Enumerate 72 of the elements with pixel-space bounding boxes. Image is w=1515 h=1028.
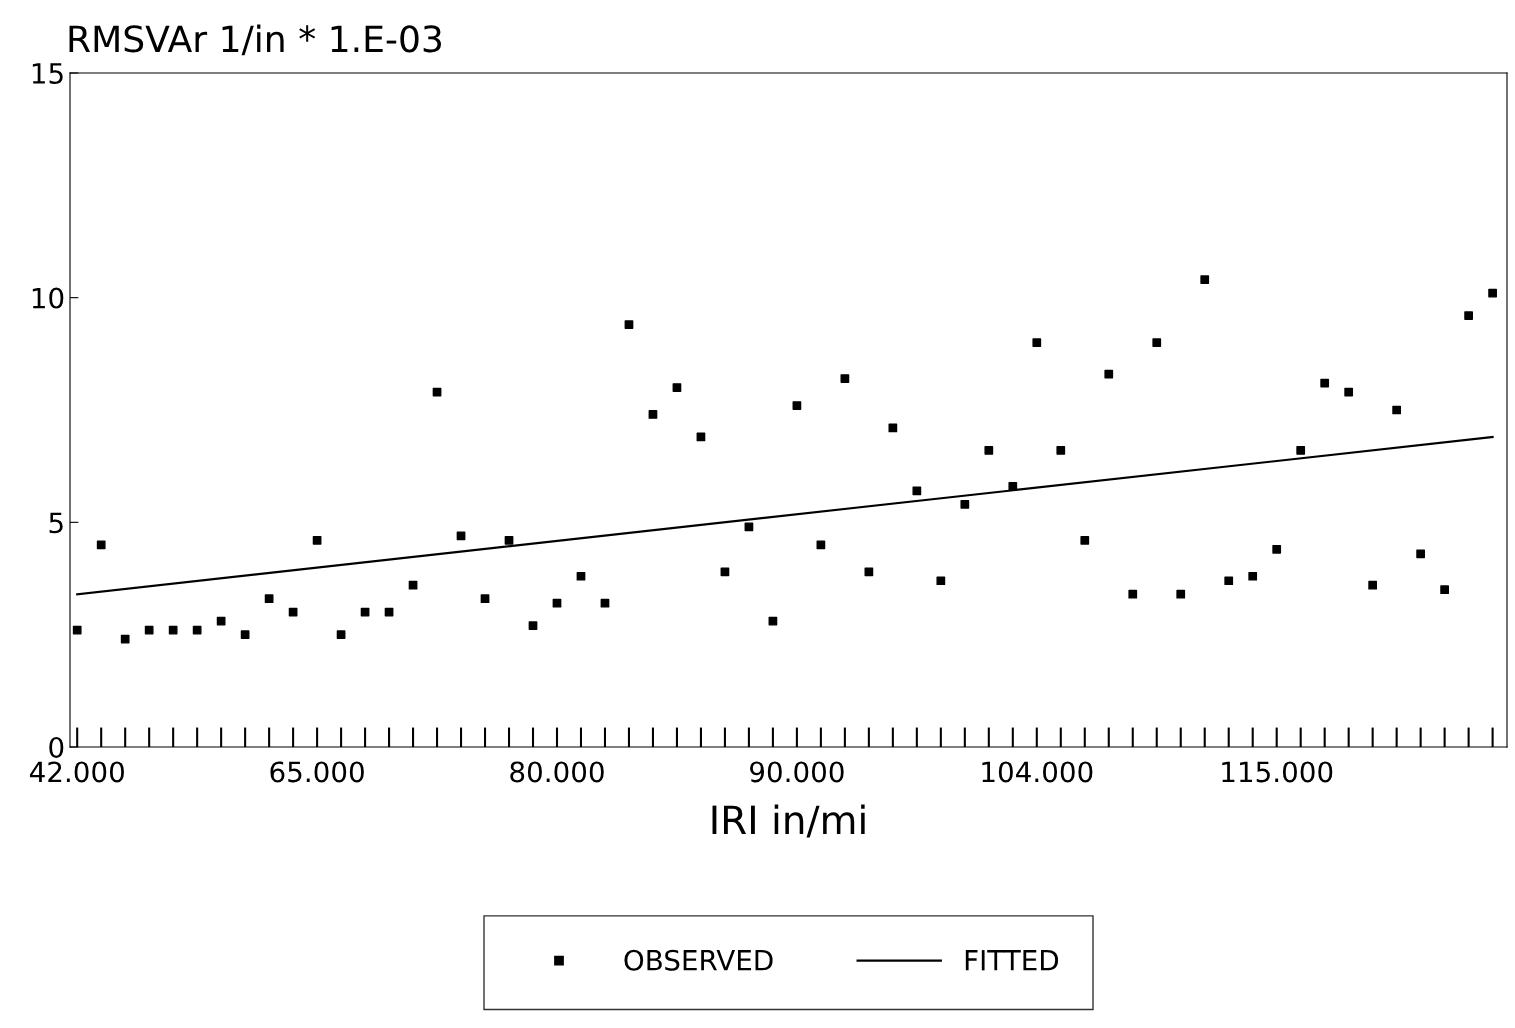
point [552,598,562,608]
point [1032,338,1042,347]
point [672,383,682,392]
point [792,401,802,410]
point [216,616,226,626]
point [384,607,394,617]
point [1152,338,1162,347]
point [288,607,298,617]
point [744,522,754,532]
point [624,320,634,329]
point [888,423,898,433]
x-tick-label: 80.000 [510,761,604,783]
point [936,576,946,586]
point [96,540,106,550]
point [1248,571,1258,581]
point [576,571,586,581]
x-tick-label: 115.000 [1222,761,1333,783]
point [480,594,490,604]
point [360,607,370,617]
point [408,580,418,590]
point [1416,549,1426,559]
point [1320,378,1330,388]
point [816,540,826,550]
y-axis-title: RMSVAr 1/in * 1.E-03 [69,24,442,56]
point [504,535,514,545]
point [840,374,850,383]
point [1200,275,1210,285]
point [1176,589,1186,599]
point [1272,544,1282,554]
x-tick-label: 90.000 [750,761,844,783]
point [264,594,274,604]
point [600,598,610,608]
y-tick-label: 15 [32,63,63,84]
y-tick-label: 5 [49,512,63,534]
y-tick-label: 0 [49,736,64,758]
point [864,567,874,577]
point [1488,288,1497,298]
point [192,625,202,635]
point [528,621,538,631]
x-tick-label: 65.000 [270,761,364,783]
x-tick-label: 42.000 [29,761,124,783]
point [960,499,970,509]
point [336,630,346,640]
point [1392,405,1402,415]
legend-label: OBSERVED [624,949,773,971]
x-axis-title: IRI in/mi [712,804,865,838]
point [1464,311,1473,321]
point [1344,387,1354,397]
point [984,446,994,455]
point [144,625,154,635]
point [1128,589,1138,599]
y-tick-label: 10 [32,287,64,309]
point [1296,446,1306,455]
point [1080,535,1090,545]
point [312,535,322,545]
point [168,625,178,635]
point [240,630,250,640]
point [1104,369,1114,379]
point [648,410,658,419]
x-tick-label: 104.000 [982,761,1093,783]
legend-label: FITTED [965,950,1059,971]
point [120,634,130,644]
point [1368,580,1378,590]
point [1440,585,1449,595]
point [768,616,778,626]
point [1056,446,1066,455]
point [1224,576,1234,586]
point [456,531,466,541]
point [1008,482,1018,491]
point [720,567,730,577]
point [72,625,82,635]
point [912,486,922,496]
